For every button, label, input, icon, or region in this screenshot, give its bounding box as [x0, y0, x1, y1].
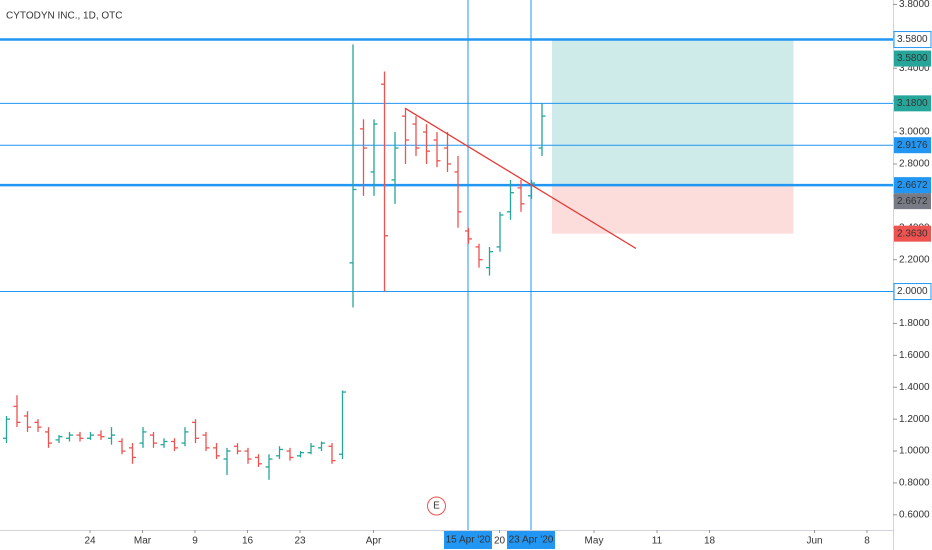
date-tag: [444, 531, 492, 549]
level-tag: [894, 137, 931, 154]
level-tag: [893, 283, 932, 301]
level-tag-label: 3.1800: [897, 98, 928, 109]
y-tick-label: 1.4000: [899, 382, 930, 393]
y-tick-label: 3.4000: [899, 63, 930, 74]
x-tick-label: 9: [192, 536, 198, 547]
x-tick-label: Apr: [366, 536, 382, 547]
trendline: [404, 107, 637, 250]
y-tick-label: 1.0000: [899, 446, 930, 457]
x-tick-label: 11: [652, 536, 663, 547]
target-tag: [894, 50, 931, 67]
date-tag: [507, 531, 555, 549]
x-tick-label: Jun: [806, 536, 822, 547]
level-tag: [893, 31, 932, 49]
date-tag-label: 15 Apr '20: [446, 535, 491, 546]
date-tag-label: 23 Apr '20: [509, 535, 554, 546]
x-tick-label: 16: [242, 536, 254, 547]
x-tick-label: May: [585, 536, 604, 547]
loss-zone: [552, 185, 794, 234]
earnings-label: E: [433, 501, 440, 512]
x-tick-label: 24: [84, 536, 96, 547]
y-tick-label: 1.6000: [899, 350, 930, 361]
entry-tag: [894, 193, 931, 210]
x-tick-label: 23: [294, 536, 306, 547]
level-tag: [894, 177, 931, 194]
stop-tag: [894, 225, 931, 242]
level-tag-label: 2.9176: [897, 140, 928, 151]
earnings-marker: [427, 496, 446, 516]
x-tick-label: 20: [494, 536, 506, 547]
y-tick-label: 1.2000: [899, 414, 930, 425]
y-tick-label: 2.8000: [899, 159, 930, 170]
entry-tag-label: 2.6672: [897, 196, 928, 207]
x-tick-label: Mar: [134, 536, 152, 547]
x-tick-label: 8: [864, 536, 870, 547]
target-tag-label: 3.5800: [897, 53, 928, 64]
y-tick-label: 3.8000: [899, 0, 930, 10]
chart-title: CYTODYN INC., 1D, OTC: [6, 11, 123, 22]
profit-zone: [552, 39, 794, 186]
level-tag-label: 3.5800: [897, 34, 928, 45]
y-tick-label: 1.8000: [899, 318, 930, 329]
level-tag: [894, 95, 931, 112]
y-tick-label: 2.2000: [899, 254, 930, 265]
y-tick-label: 0.6000: [899, 509, 930, 520]
level-tag-label: 2.6672: [897, 180, 928, 191]
stop-tag-label: 2.3630: [897, 228, 928, 239]
y-tick-label: 3.0000: [899, 127, 930, 138]
x-tick-label: 18: [704, 536, 716, 547]
level-tag-label: 2.0000: [897, 286, 928, 297]
y-tick-label: 0.8000: [899, 478, 930, 489]
